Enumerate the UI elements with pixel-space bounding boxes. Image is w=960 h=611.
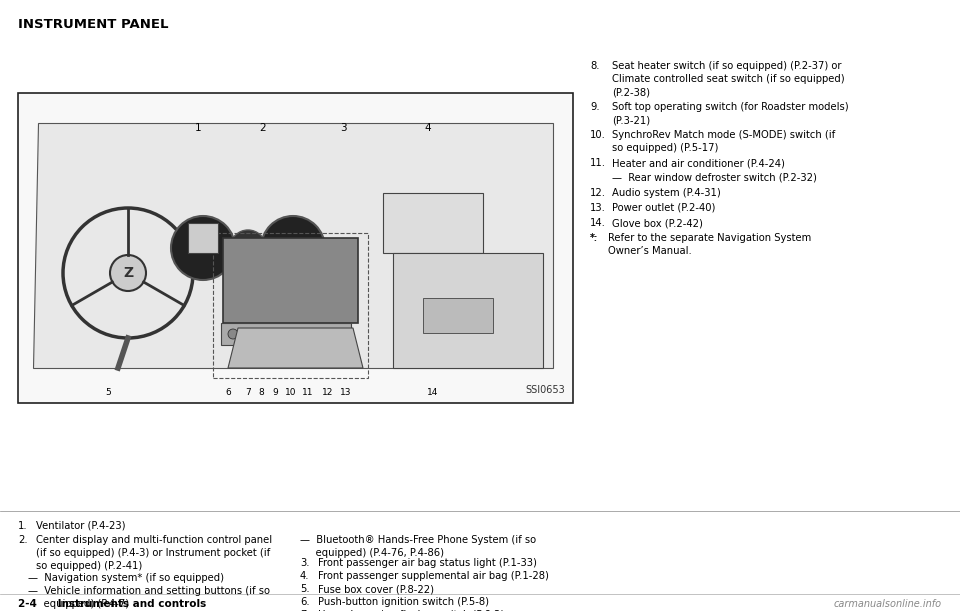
Text: 10.: 10. [590,130,606,140]
Text: Push-button ignition switch (P.5-8): Push-button ignition switch (P.5-8) [318,597,489,607]
Text: SSI0653: SSI0653 [525,385,565,395]
Circle shape [228,329,238,339]
Bar [213,233,368,378]
Text: Refer to the separate Navigation System
Owner’s Manual.: Refer to the separate Navigation System … [608,233,811,256]
Bar [221,323,351,345]
Text: 6: 6 [226,388,230,397]
Bar [223,238,358,323]
Bar [423,298,493,333]
Text: 6.: 6. [300,597,310,607]
Text: 14: 14 [427,388,439,397]
Text: Front passenger air bag status light (P.1-33): Front passenger air bag status light (P.… [318,558,537,568]
Text: 8.: 8. [590,61,599,71]
Text: 3: 3 [340,123,347,133]
Circle shape [324,329,334,339]
Text: Power outlet (P.2-40): Power outlet (P.2-40) [612,203,715,213]
Text: —  Rear window defroster switch (P.2-32): — Rear window defroster switch (P.2-32) [612,173,817,183]
Text: Audio system (P.4-31): Audio system (P.4-31) [612,188,721,198]
Text: 9.: 9. [590,102,600,112]
Bar [188,223,218,253]
Text: 11.: 11. [590,158,606,168]
Circle shape [292,329,302,339]
Text: SynchroRev Match mode (S-MODE) switch (if
so equipped) (P.5-17): SynchroRev Match mode (S-MODE) switch (i… [612,130,835,153]
Text: 7: 7 [245,388,251,397]
Text: 8: 8 [258,388,264,397]
Text: 7.: 7. [300,610,310,611]
Text: 2: 2 [260,123,266,133]
Text: 4: 4 [424,123,431,133]
Bar [18,93,573,403]
Text: INSTRUMENT PANEL: INSTRUMENT PANEL [18,18,169,31]
Text: 2.: 2. [18,535,28,545]
Text: 12.: 12. [590,188,606,198]
Circle shape [171,216,235,280]
Circle shape [110,255,146,291]
Text: Center display and multi-function control panel
(if so equipped) (P.4-3) or Inst: Center display and multi-function contro… [36,535,272,571]
Circle shape [261,216,325,280]
Text: —  Navigation system* (if so equipped): — Navigation system* (if so equipped) [28,573,224,583]
Text: 3.: 3. [300,558,309,568]
Text: *:: *: [590,233,598,243]
Circle shape [308,329,318,339]
Text: Glove box (P.2-42): Glove box (P.2-42) [612,218,703,228]
Text: Heater and air conditioner (P.4-24): Heater and air conditioner (P.4-24) [612,158,785,168]
Text: 5: 5 [106,388,110,397]
Text: Z: Z [123,266,133,280]
Text: 10: 10 [285,388,297,397]
Circle shape [276,329,286,339]
Circle shape [260,329,270,339]
Text: Front passenger supplemental air bag (P.1-28): Front passenger supplemental air bag (P.… [318,571,549,581]
Text: 14.: 14. [590,218,606,228]
Text: 11: 11 [302,388,314,397]
Circle shape [230,230,266,266]
Text: 4.: 4. [300,571,309,581]
Text: Seat heater switch (if so equipped) (P.2-37) or
Climate controlled seat switch (: Seat heater switch (if so equipped) (P.2… [612,61,845,97]
Bar [383,193,483,253]
Text: 12: 12 [323,388,334,397]
Text: —  Bluetooth® Hands-Free Phone System (if so
     equipped) (P.4-76, P.4-86): — Bluetooth® Hands-Free Phone System (if… [300,535,536,558]
Text: Hazard warning flasher switch (P.6-2): Hazard warning flasher switch (P.6-2) [318,610,504,611]
Text: Fuse box cover (P.8-22): Fuse box cover (P.8-22) [318,584,434,594]
Circle shape [244,329,254,339]
Text: 1: 1 [195,123,202,133]
Text: 1.: 1. [18,521,28,531]
Text: 13: 13 [340,388,351,397]
Polygon shape [33,123,553,368]
Text: 5.: 5. [300,584,310,594]
Text: 13.: 13. [590,203,606,213]
Text: 2-4  Instruments and controls: 2-4 Instruments and controls [18,599,206,609]
Text: 9: 9 [272,388,277,397]
Text: *:: *: [590,233,598,243]
Text: carmanualsonline.info: carmanualsonline.info [834,599,942,609]
Polygon shape [228,328,363,368]
Text: —  Vehicle information and setting buttons (if so
     equipped) (P.4-7): — Vehicle information and setting button… [28,586,270,609]
Polygon shape [393,253,543,368]
Text: Soft top operating switch (for Roadster models)
(P.3-21): Soft top operating switch (for Roadster … [612,102,849,125]
Text: Ventilator (P.4-23): Ventilator (P.4-23) [36,521,126,531]
